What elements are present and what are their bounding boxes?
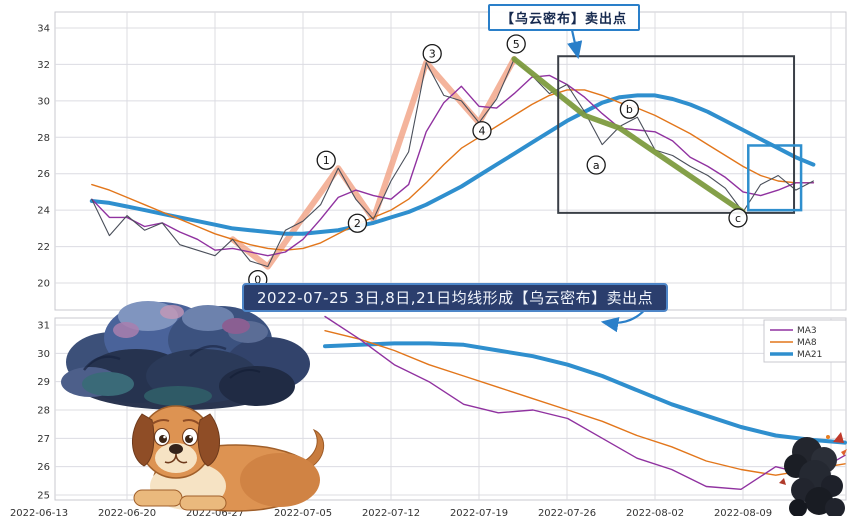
annotation-marker-2 — [347, 213, 368, 233]
tick-label: 32 — [37, 60, 50, 71]
series-price — [91, 58, 814, 268]
tick-label: MA21 — [797, 350, 822, 360]
tick-label: 2022-06-27 — [186, 508, 244, 519]
tick-label: 24 — [37, 206, 50, 217]
tick-label: 2022-08-09 — [714, 508, 772, 519]
series-MA21 — [89, 93, 816, 236]
tick-label: 1 — [323, 154, 330, 167]
tick-label: a — [593, 159, 600, 172]
tick-label: b — [626, 103, 633, 116]
tick-label: 28 — [37, 133, 50, 144]
tick-label: 34 — [37, 24, 50, 35]
annotation-marker-c — [728, 208, 748, 228]
zoom-series-MA8 — [324, 330, 846, 476]
tick-label: 26 — [37, 462, 50, 473]
tick-label: 27 — [37, 434, 50, 445]
sell-point-callout: 【乌云密布】卖出点 — [488, 4, 641, 31]
tick-label: 30 — [37, 349, 50, 360]
up-swing-overlay — [229, 56, 518, 270]
tick-label: 2022-08-02 — [626, 508, 684, 519]
tick-label: 2022-06-13 — [10, 508, 68, 519]
tick-label: 2022-07-19 — [450, 508, 508, 519]
tick-label: 26 — [37, 169, 50, 180]
tick-label: 29 — [37, 377, 50, 388]
tick-label: 20 — [37, 278, 50, 289]
highlight-box — [557, 55, 796, 214]
tick-label: 2022-06-20 — [98, 508, 156, 519]
tick-label: 31 — [37, 321, 50, 332]
tick-label: MA8 — [797, 338, 817, 348]
tick-label: 22 — [37, 242, 50, 253]
annotation-marker-a — [586, 155, 606, 175]
tick-label: 4 — [479, 125, 486, 138]
tick-label: 0 — [254, 273, 261, 286]
tick-label: 5 — [513, 38, 520, 51]
tick-label: c — [735, 212, 741, 225]
tick-label: 2022-07-12 — [362, 508, 420, 519]
tick-label: 3 — [429, 47, 436, 60]
annotation-marker-4 — [472, 121, 492, 141]
series-MA8 — [91, 89, 815, 251]
tick-label: 25 — [37, 490, 50, 501]
tick-label: 28 — [37, 405, 50, 416]
series-MA3 — [91, 74, 815, 257]
annotation-marker-5 — [506, 34, 526, 54]
tick-label: 2022-07-05 — [274, 508, 332, 519]
tick-label: MA3 — [797, 326, 817, 336]
zoom-box — [747, 144, 803, 212]
annotation-marker-b — [619, 99, 640, 119]
down-swing-overlay — [511, 56, 746, 215]
callout-arrow — [567, 29, 583, 60]
tick-label: 2 — [354, 217, 361, 230]
tick-label: 30 — [37, 96, 50, 107]
annotation-marker-1 — [316, 150, 336, 170]
annotation-marker-3 — [422, 43, 442, 64]
bottom-panel-border — [54, 317, 847, 501]
zoom-series-MA3 — [324, 315, 846, 490]
zoom-series-MA21 — [323, 341, 847, 445]
tick-label: 2022-07-26 — [538, 508, 596, 519]
signal-note: 2022-07-25 3日,8日,21日均线形成【乌云密布】卖出点 — [242, 283, 669, 312]
